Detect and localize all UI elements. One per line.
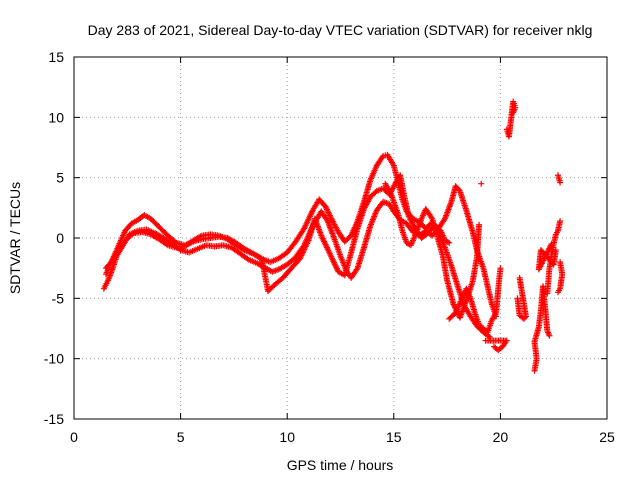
data-point <box>510 109 517 116</box>
y-tick-label: 0 <box>56 230 64 246</box>
y-tick-label: 15 <box>48 49 64 65</box>
series-track-d <box>382 180 485 321</box>
y-tick-label: -5 <box>52 290 65 306</box>
axis-ticks <box>73 56 608 420</box>
data-point <box>446 239 453 246</box>
y-tick-label: 10 <box>48 109 64 125</box>
x-tick-label: 10 <box>279 429 295 445</box>
chart-title: Day 283 of 2021, Sidereal Day-to-day VTE… <box>88 22 593 38</box>
data-point <box>554 289 561 296</box>
data-point <box>497 265 504 272</box>
series-track-c <box>102 172 453 295</box>
data-marks <box>100 98 566 374</box>
data-point <box>557 179 564 186</box>
series-track-b <box>102 151 493 340</box>
data-point <box>548 241 555 248</box>
x-tick-label: 20 <box>493 429 509 445</box>
data-point <box>478 180 485 187</box>
data-point <box>476 221 483 228</box>
x-axis-label: GPS time / hours <box>287 457 394 473</box>
data-point <box>379 154 386 161</box>
y-axis-label: SDTVAR / TECUs <box>7 182 23 294</box>
x-tick-label: 0 <box>70 429 78 445</box>
data-point <box>546 332 553 339</box>
y-tick-label: 5 <box>56 170 64 186</box>
y-tick-label: -10 <box>44 351 64 367</box>
x-tick-label: 25 <box>599 429 615 445</box>
x-tick-labels: 0 5 10 15 20 25 <box>70 429 615 445</box>
y-tick-labels: 15 10 5 0 -5 -10 -15 <box>44 49 64 427</box>
data-point <box>516 274 523 281</box>
data-point <box>428 214 435 221</box>
data-point <box>482 337 489 344</box>
data-point <box>557 218 564 225</box>
series-track-e <box>446 265 510 354</box>
x-tick-label: 15 <box>386 429 402 445</box>
data-point <box>486 333 493 340</box>
x-tick-label: 5 <box>177 429 185 445</box>
series-track-f <box>503 98 566 374</box>
y-tick-label: -15 <box>44 411 64 427</box>
